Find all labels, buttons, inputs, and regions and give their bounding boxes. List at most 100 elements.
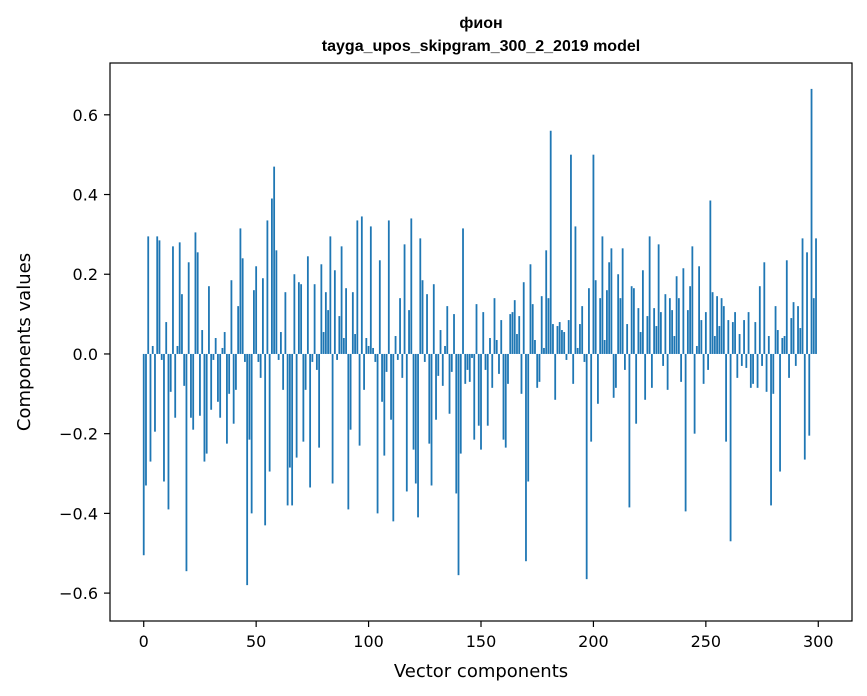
bar <box>668 298 671 354</box>
bar <box>628 353 631 508</box>
bar <box>297 282 300 354</box>
bar <box>439 330 442 354</box>
bar <box>603 340 606 354</box>
bar <box>540 296 543 354</box>
x-tick-label: 100 <box>353 632 384 651</box>
bar <box>277 353 280 360</box>
bar <box>727 320 730 354</box>
bar <box>401 353 404 378</box>
bar <box>446 306 449 354</box>
bar <box>680 353 683 382</box>
bar <box>567 320 570 354</box>
bar <box>552 324 554 354</box>
bar <box>374 353 377 362</box>
bar <box>194 232 197 354</box>
bar <box>163 353 165 482</box>
x-axis-ticks: 0 50 100 150 200 250 300 <box>139 621 834 651</box>
bar <box>776 330 779 354</box>
bar <box>405 353 408 492</box>
bar <box>378 260 381 354</box>
bar <box>221 347 224 354</box>
bar <box>691 246 694 354</box>
bar <box>495 340 498 354</box>
bar <box>570 154 572 354</box>
bar <box>504 353 507 448</box>
bar <box>722 306 725 354</box>
bar <box>574 226 577 354</box>
bar <box>736 353 739 378</box>
bar <box>752 353 754 384</box>
bar <box>693 353 696 434</box>
bar <box>313 284 316 354</box>
bar <box>365 338 368 354</box>
bar <box>293 274 296 354</box>
bar <box>525 353 527 562</box>
bar <box>547 298 550 354</box>
bar <box>282 353 285 390</box>
bar <box>711 292 714 354</box>
bar <box>543 347 545 354</box>
bar <box>309 353 312 488</box>
y-tick-label: −0.6 <box>59 584 98 603</box>
bar <box>639 332 642 354</box>
bar <box>518 316 521 354</box>
bar <box>576 347 579 354</box>
bar <box>347 353 350 510</box>
bar <box>585 353 588 580</box>
bar <box>356 220 359 354</box>
bar <box>228 353 231 394</box>
bar <box>792 302 795 354</box>
bar <box>644 353 647 400</box>
bar <box>529 264 532 354</box>
bar <box>261 278 264 354</box>
bar <box>333 270 336 354</box>
bar <box>698 266 701 354</box>
x-tick-label: 50 <box>246 632 266 651</box>
bar <box>417 353 419 518</box>
bar <box>423 353 426 362</box>
bar <box>725 353 727 442</box>
bar <box>288 353 291 468</box>
bar <box>448 353 451 414</box>
bar <box>502 353 505 440</box>
y-tick-label: 0.6 <box>73 106 98 125</box>
x-axis-label: Vector components <box>394 661 568 682</box>
bar <box>599 298 602 354</box>
bar <box>268 353 271 472</box>
bar <box>662 353 665 366</box>
bar <box>414 353 417 484</box>
bar <box>779 353 781 472</box>
bar <box>354 334 356 354</box>
bar <box>199 353 201 416</box>
bar <box>785 260 788 354</box>
bar <box>219 353 222 418</box>
bar <box>369 226 372 354</box>
bar <box>749 353 752 388</box>
bar <box>455 353 458 494</box>
bar <box>160 353 163 360</box>
bar <box>513 300 516 354</box>
bar <box>767 336 770 354</box>
bar <box>475 304 478 354</box>
bar <box>248 353 251 440</box>
bar <box>686 310 689 354</box>
bar <box>534 340 536 354</box>
bar <box>396 353 399 360</box>
bar <box>489 338 491 354</box>
bar <box>538 353 541 382</box>
bar <box>765 353 768 392</box>
bar <box>473 353 476 440</box>
bar <box>695 345 698 354</box>
bar <box>336 353 338 360</box>
bar <box>630 286 633 354</box>
bar <box>482 312 485 354</box>
bar <box>583 353 586 362</box>
x-tick-label: 250 <box>691 632 722 651</box>
bar <box>210 353 213 410</box>
bar <box>511 312 514 354</box>
bar <box>167 353 170 510</box>
bar <box>408 310 410 354</box>
bar <box>257 353 260 362</box>
bar <box>291 353 294 506</box>
bar <box>437 353 440 376</box>
